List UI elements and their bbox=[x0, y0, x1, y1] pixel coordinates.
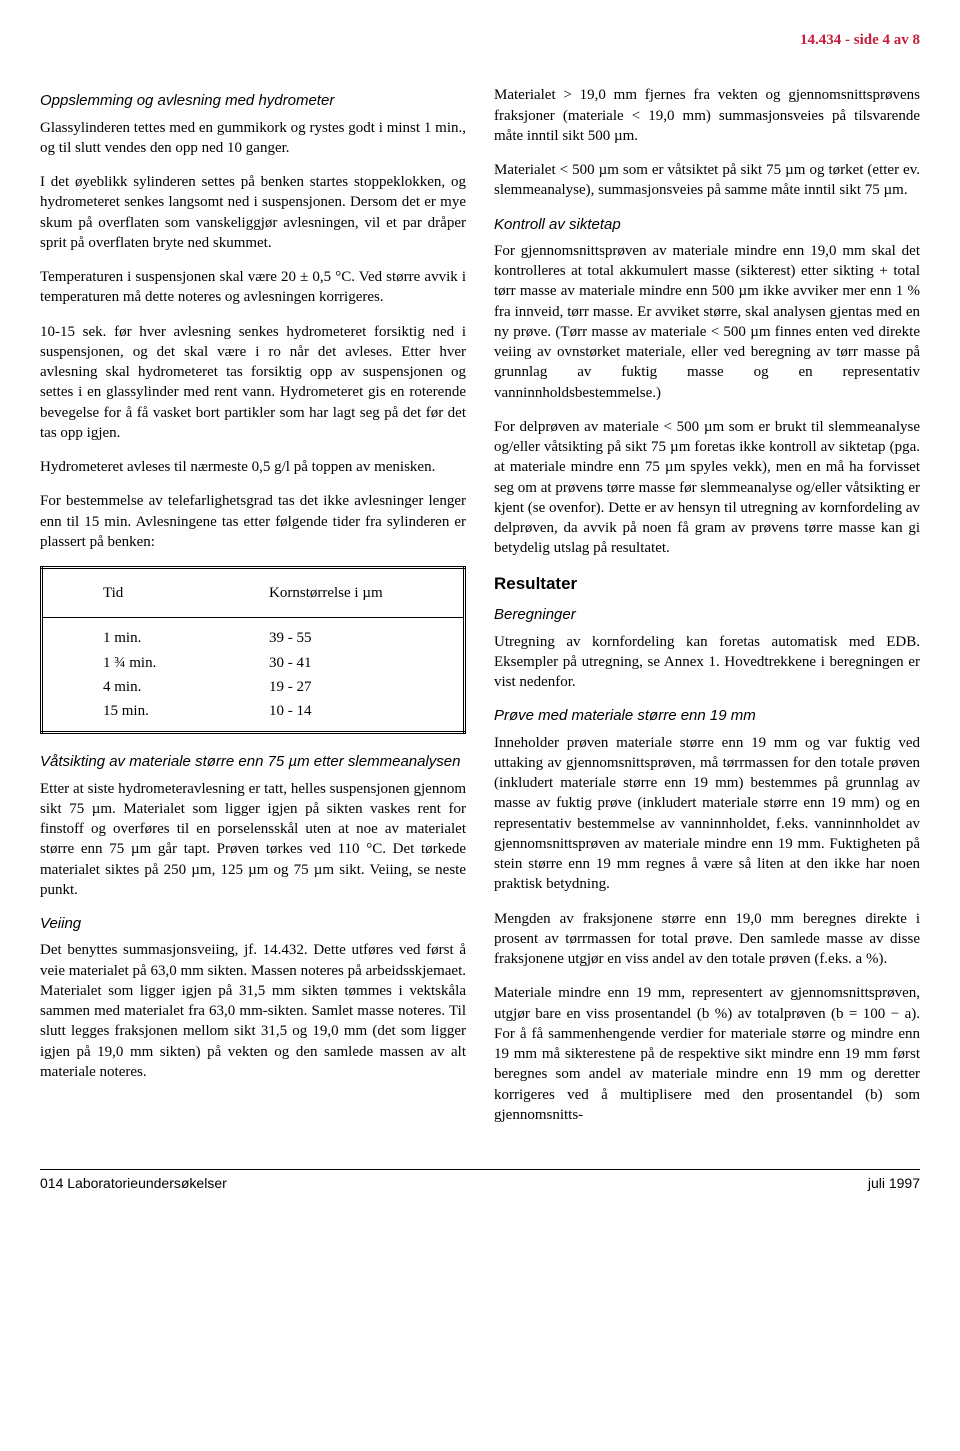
footer-right: juli 1997 bbox=[868, 1174, 920, 1193]
table-row: 1 ¾ min. 30 - 41 bbox=[42, 651, 465, 675]
cell-tid: 1 min. bbox=[42, 618, 210, 651]
page-footer: 014 Laboratorieundersøkelser juli 1997 bbox=[40, 1169, 920, 1193]
cell-korn: 39 - 55 bbox=[209, 618, 464, 651]
paragraph: I det øyeblikk sylinderen settes på benk… bbox=[40, 172, 466, 253]
heading-vatsikting: Våtsikting av materiale større enn 75 µm… bbox=[40, 752, 466, 772]
paragraph: For gjennomsnittsprøven av materiale min… bbox=[494, 241, 920, 403]
th-tid: Tid bbox=[42, 568, 210, 618]
paragraph: Glassylinderen tettes med en gummikork o… bbox=[40, 118, 466, 159]
paragraph: Mengden av fraksjonene større enn 19,0 m… bbox=[494, 909, 920, 970]
left-column: Oppslemming og avlesning med hydrometer … bbox=[40, 85, 466, 1139]
heading-beregninger: Beregninger bbox=[494, 605, 920, 625]
paragraph: Det benyttes summasjonsveiing, jf. 14.43… bbox=[40, 940, 466, 1082]
content-columns: Oppslemming og avlesning med hydrometer … bbox=[40, 85, 920, 1139]
table-row: 1 min. 39 - 55 bbox=[42, 618, 465, 651]
time-grain-table: Tid Kornstørrelse i µm 1 min. 39 - 55 1 … bbox=[40, 566, 466, 734]
paragraph: Hydrometeret avleses til nærmeste 0,5 g/… bbox=[40, 457, 466, 477]
paragraph: Materiale mindre enn 19 mm, representert… bbox=[494, 983, 920, 1125]
cell-tid: 1 ¾ min. bbox=[42, 651, 210, 675]
heading-veiing: Veiing bbox=[40, 914, 466, 934]
cell-tid: 4 min. bbox=[42, 675, 210, 699]
paragraph: 10-15 sek. før hver avlesning senkes hyd… bbox=[40, 322, 466, 444]
page-label: 14.434 - side 4 av 8 bbox=[800, 32, 920, 48]
paragraph: Temperaturen i suspensjonen skal være 20… bbox=[40, 267, 466, 308]
paragraph: Inneholder prøven materiale større enn 1… bbox=[494, 733, 920, 895]
right-column: Materialet > 19,0 mm fjernes fra vekten … bbox=[494, 85, 920, 1139]
cell-korn: 10 - 14 bbox=[209, 699, 464, 733]
page-header: 14.434 - side 4 av 8 bbox=[40, 30, 920, 50]
heading-oppslemming: Oppslemming og avlesning med hydrometer bbox=[40, 91, 466, 111]
paragraph: For delprøven av materiale < 500 µm som … bbox=[494, 417, 920, 559]
paragraph: Materialet > 19,0 mm fjernes fra vekten … bbox=[494, 85, 920, 146]
paragraph: Etter at siste hydrometeravlesning er ta… bbox=[40, 779, 466, 901]
cell-tid: 15 min. bbox=[42, 699, 210, 733]
heading-resultater: Resultater bbox=[494, 573, 920, 596]
footer-left: 014 Laboratorieundersøkelser bbox=[40, 1174, 227, 1193]
paragraph: Utregning av kornfordeling kan foretas a… bbox=[494, 632, 920, 693]
cell-korn: 19 - 27 bbox=[209, 675, 464, 699]
heading-kontroll: Kontroll av siktetap bbox=[494, 215, 920, 235]
cell-korn: 30 - 41 bbox=[209, 651, 464, 675]
paragraph: Materialet < 500 µm som er våtsiktet på … bbox=[494, 160, 920, 201]
heading-prove: Prøve med materiale større enn 19 mm bbox=[494, 706, 920, 726]
table-row: 15 min. 10 - 14 bbox=[42, 699, 465, 733]
th-korn: Kornstørrelse i µm bbox=[209, 568, 464, 618]
table-row: 4 min. 19 - 27 bbox=[42, 675, 465, 699]
table-header-row: Tid Kornstørrelse i µm bbox=[42, 568, 465, 618]
paragraph: For bestemmelse av telefarlighetsgrad ta… bbox=[40, 491, 466, 552]
